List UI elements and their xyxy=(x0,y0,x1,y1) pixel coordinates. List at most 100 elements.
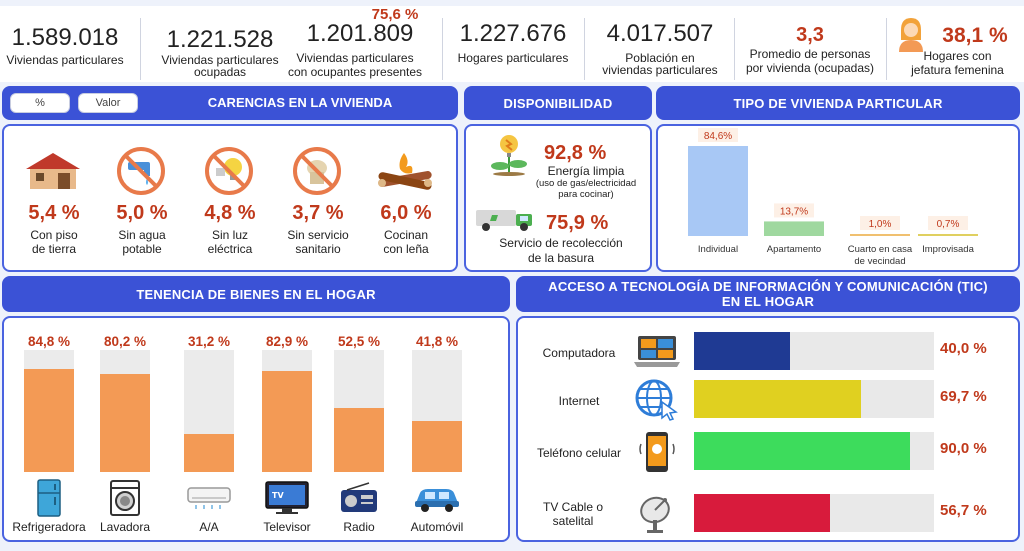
bienes-bar-fill xyxy=(100,374,150,472)
tic-pct: 69,7 % xyxy=(940,388,987,405)
poblacion-label-1: Población en xyxy=(625,51,695,65)
tic-bar-fill xyxy=(694,380,862,418)
carencia-pct: 6,0 % xyxy=(380,202,432,224)
car-icon xyxy=(406,478,468,518)
bienes-pct: 84,8 % xyxy=(27,334,71,349)
no-electricity-icon xyxy=(198,146,260,196)
lightbulb-plant-icon xyxy=(486,134,532,176)
carencias-title: CARENCIAS EN LA VIVIENDA xyxy=(207,95,393,110)
tic-bar-track xyxy=(694,380,934,418)
jefatura-label-1: Hogares con xyxy=(923,49,992,63)
jefatura-value: 38,1 % xyxy=(942,24,1008,47)
jefatura-label-2: jefatura femenina xyxy=(911,63,1004,77)
viviendas-particulares-label: Viviendas particulares xyxy=(6,53,124,67)
bienes-label: Refrigeradora xyxy=(12,520,86,534)
tic-label: Computadora xyxy=(542,346,616,360)
tipo-header: TIPO DE VIVIENDA PARTICULAR xyxy=(656,86,1020,120)
ocupadas-label-2: ocupadas xyxy=(193,65,247,79)
carencia-label-2: con leña xyxy=(383,242,429,256)
bienes-bar-track xyxy=(334,350,384,472)
poblacion-label-2: viviendas particulares xyxy=(602,63,718,77)
tic-label: TV Cable o xyxy=(542,500,604,514)
toggle-valor-button[interactable]: Valor xyxy=(78,93,138,113)
carencia-label-1: Cocinan xyxy=(383,228,429,242)
tic-label-2: satelital xyxy=(552,514,594,528)
carencia-pct: 4,8 % xyxy=(204,202,256,224)
bienes-bar-fill xyxy=(334,407,384,472)
basura-label-2: de la basura xyxy=(527,251,595,265)
energia-label-3: para cocinar) xyxy=(558,189,614,200)
satellite-icon xyxy=(630,492,684,536)
bienes-label: A/A xyxy=(199,520,219,534)
carencia-label-1: Sin agua xyxy=(118,228,166,242)
bienes-bar-fill xyxy=(412,421,462,472)
tipo-bar xyxy=(850,234,910,236)
tipo-value-bg xyxy=(860,216,900,230)
summary-panel: 1.589.018 Viviendas particulares 1.221.5… xyxy=(0,6,1024,82)
tipo-value-bg xyxy=(774,203,814,218)
firewood-icon xyxy=(374,146,436,196)
no-water-icon xyxy=(110,146,172,196)
bienes-pct: 82,9 % xyxy=(265,334,309,349)
promedio-label-2: por vivienda (ocupadas) xyxy=(745,61,875,75)
house-icon xyxy=(22,146,84,196)
tic-title-1: ACCESO A TECNOLOGÍA DE INFORMACIÓN Y COM… xyxy=(548,279,988,294)
radio-icon xyxy=(328,478,390,518)
presentes-pct: 75,6 % xyxy=(371,6,419,23)
carencia-label-1: Sin luz xyxy=(211,228,249,242)
tipo-label: Improvisada xyxy=(922,244,974,255)
energia-label-2: (uso de gas/electricidad xyxy=(535,178,637,189)
tipo-chart: 84,6% Individual 13,7% Apartamento 1,0% Cuart… xyxy=(688,128,978,267)
bienes-label: Radio xyxy=(343,520,375,534)
poblacion-value: 4.017.507 xyxy=(606,20,714,47)
bienes-panel: 84,8 % Refrigeradora 80,2 % Lavadora 31,2 % A… xyxy=(2,316,510,542)
presentes-value: 1.201.809 xyxy=(306,20,414,47)
tipo-label-2: de vecindad xyxy=(854,256,905,267)
bienes-bar-fill xyxy=(24,368,74,472)
carencia-label-2: de tierra xyxy=(31,242,77,256)
tipo-value: 0,7% xyxy=(937,219,960,230)
woman-icon xyxy=(895,16,927,52)
viviendas-particulares-value: 1.589.018 xyxy=(11,24,119,51)
presentes-label-2: con ocupantes presentes xyxy=(287,65,423,79)
disponibilidad-panel: 92,8 % Energía limpia (uso de gas/electr… xyxy=(464,124,652,272)
tipo-bar xyxy=(918,234,978,236)
air-conditioner-icon xyxy=(178,478,240,518)
bienes-bar-track xyxy=(412,350,462,472)
tic-bar-fill xyxy=(694,332,790,370)
phone-icon xyxy=(630,430,684,474)
tipo-bar xyxy=(764,221,824,236)
tic-label: Internet xyxy=(558,394,600,408)
bienes-pct: 80,2 % xyxy=(103,334,147,349)
bienes-label: Lavadora xyxy=(99,520,151,534)
bienes-bar-track xyxy=(100,350,150,472)
bienes-bar-track xyxy=(184,350,234,472)
bienes-bar-fill xyxy=(184,433,234,472)
promedio-value: 3,3 xyxy=(796,24,824,46)
bienes-label: Automóvil xyxy=(410,520,464,534)
presentes-label-1: Viviendas particulares xyxy=(296,51,414,65)
bienes-pct: 41,8 % xyxy=(415,334,459,349)
bienes-pct: 31,2 % xyxy=(187,334,231,349)
carencia-pct: 5,4 % xyxy=(28,202,80,224)
tic-label: Teléfono celular xyxy=(536,446,622,460)
svg-text:TV: TV xyxy=(272,491,284,500)
bienes-bar-track xyxy=(24,350,74,472)
toggle-pct-button[interactable]: % xyxy=(10,93,70,113)
tipo-panel: 84,6% Individual 13,7% Apartamento 1,0% Cuart… xyxy=(656,124,1020,272)
ocupadas-label-1: Viviendas particulares xyxy=(161,53,279,67)
tic-panel: Computadora 40,0 % Internet 69,7 % Teléfono … xyxy=(516,316,1020,542)
basura-label-1: Servicio de recolección xyxy=(499,236,623,250)
hogares-label: Hogares particulares xyxy=(457,51,569,65)
tipo-label: Cuarto en casa xyxy=(848,244,913,255)
tipo-label: Apartamento xyxy=(767,244,821,255)
globe-icon xyxy=(630,378,684,422)
carencia-pct: 3,7 % xyxy=(292,202,344,224)
tic-pct: 56,7 % xyxy=(940,502,987,519)
tic-pct: 40,0 % xyxy=(940,340,987,357)
carencia-label-1: Sin servicio xyxy=(287,228,349,242)
carencia-label-2: eléctrica xyxy=(207,242,253,256)
tic-bar-track xyxy=(694,432,934,470)
carencias-panel: 5,4 % Con piso de tierra 5,0 % Sin agua potab… xyxy=(2,124,458,272)
tipo-bar xyxy=(688,146,748,236)
